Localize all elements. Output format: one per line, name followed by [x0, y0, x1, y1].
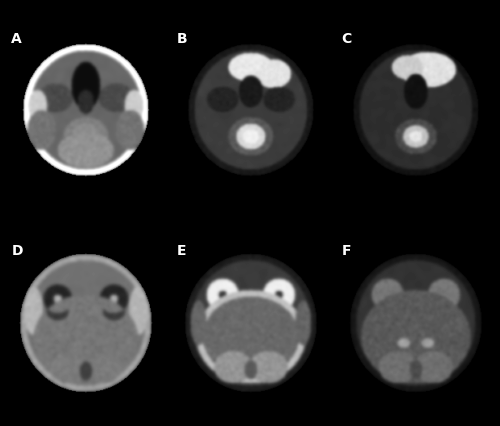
- Text: E: E: [176, 244, 186, 258]
- Text: B: B: [176, 32, 187, 46]
- Text: D: D: [12, 244, 23, 258]
- Text: F: F: [342, 244, 351, 258]
- Text: C: C: [342, 32, 351, 46]
- Text: A: A: [12, 32, 22, 46]
